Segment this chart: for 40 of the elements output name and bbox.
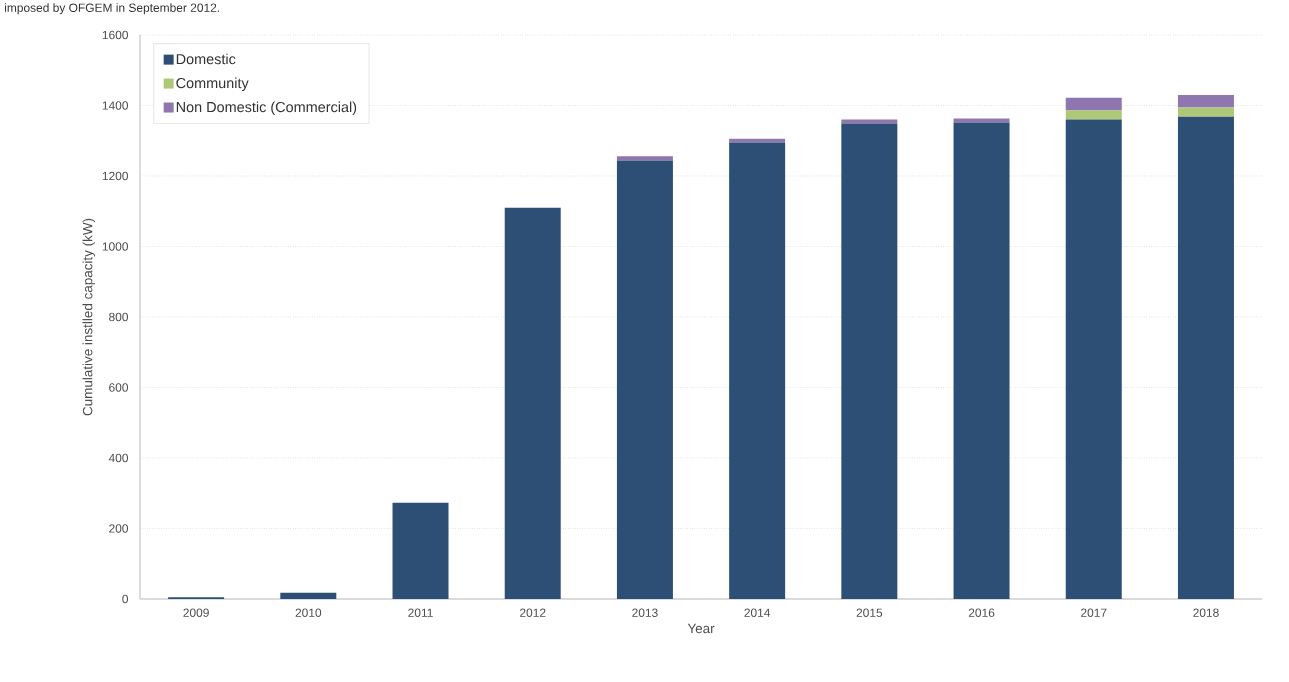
- x-tick-label: 2014: [744, 608, 771, 617]
- legend-label: Domestic: [176, 53, 236, 65]
- bar: [1065, 97, 1122, 111]
- x-tick-label: 2016: [968, 608, 995, 617]
- y-axis-title: Cumulative instlled capacity (kW): [82, 218, 96, 416]
- bar: [504, 207, 561, 599]
- bar: [1177, 94, 1234, 108]
- bar: [953, 122, 1010, 599]
- bar: [729, 138, 786, 143]
- x-tick-label: 2012: [520, 608, 546, 617]
- y-tick-label: 0: [122, 594, 129, 604]
- x-tick-label: 2017: [1081, 608, 1107, 617]
- text: imposed by OFGEM in September 2012.: [5, 3, 220, 15]
- bar: [1177, 107, 1234, 117]
- y-tick-label: 600: [109, 383, 129, 392]
- x-tick-label: 2018: [1193, 608, 1219, 617]
- x-tick-label: 2013: [632, 608, 658, 617]
- bar: [841, 123, 898, 599]
- legend-label: Community: [176, 77, 249, 92]
- legend-label: Non Domestic (Commercial): [176, 101, 357, 116]
- bar: [1065, 110, 1122, 120]
- x-tick-label: 2009: [183, 608, 209, 617]
- y-tick-label: 400: [108, 453, 129, 463]
- y-tick-label: 800: [109, 312, 129, 322]
- y-tick-label: 1600: [102, 30, 129, 40]
- bar: [1065, 119, 1122, 599]
- x-tick-label: 2010: [295, 608, 322, 617]
- bar: [616, 156, 673, 161]
- y-tick-label: 1400: [102, 101, 129, 110]
- y-tick-label: 1000: [102, 242, 129, 251]
- y-tick-label: 200: [109, 524, 129, 533]
- bar: [616, 160, 673, 599]
- x-tick-label: 2015: [856, 608, 883, 617]
- x-axis-title: Year: [687, 623, 715, 634]
- bar: [1177, 116, 1234, 599]
- y-tick-label: 1200: [102, 171, 129, 181]
- bar: [729, 142, 786, 599]
- bar: [392, 502, 449, 599]
- x-tick-label: 2011: [408, 608, 433, 617]
- bar: [280, 592, 337, 599]
